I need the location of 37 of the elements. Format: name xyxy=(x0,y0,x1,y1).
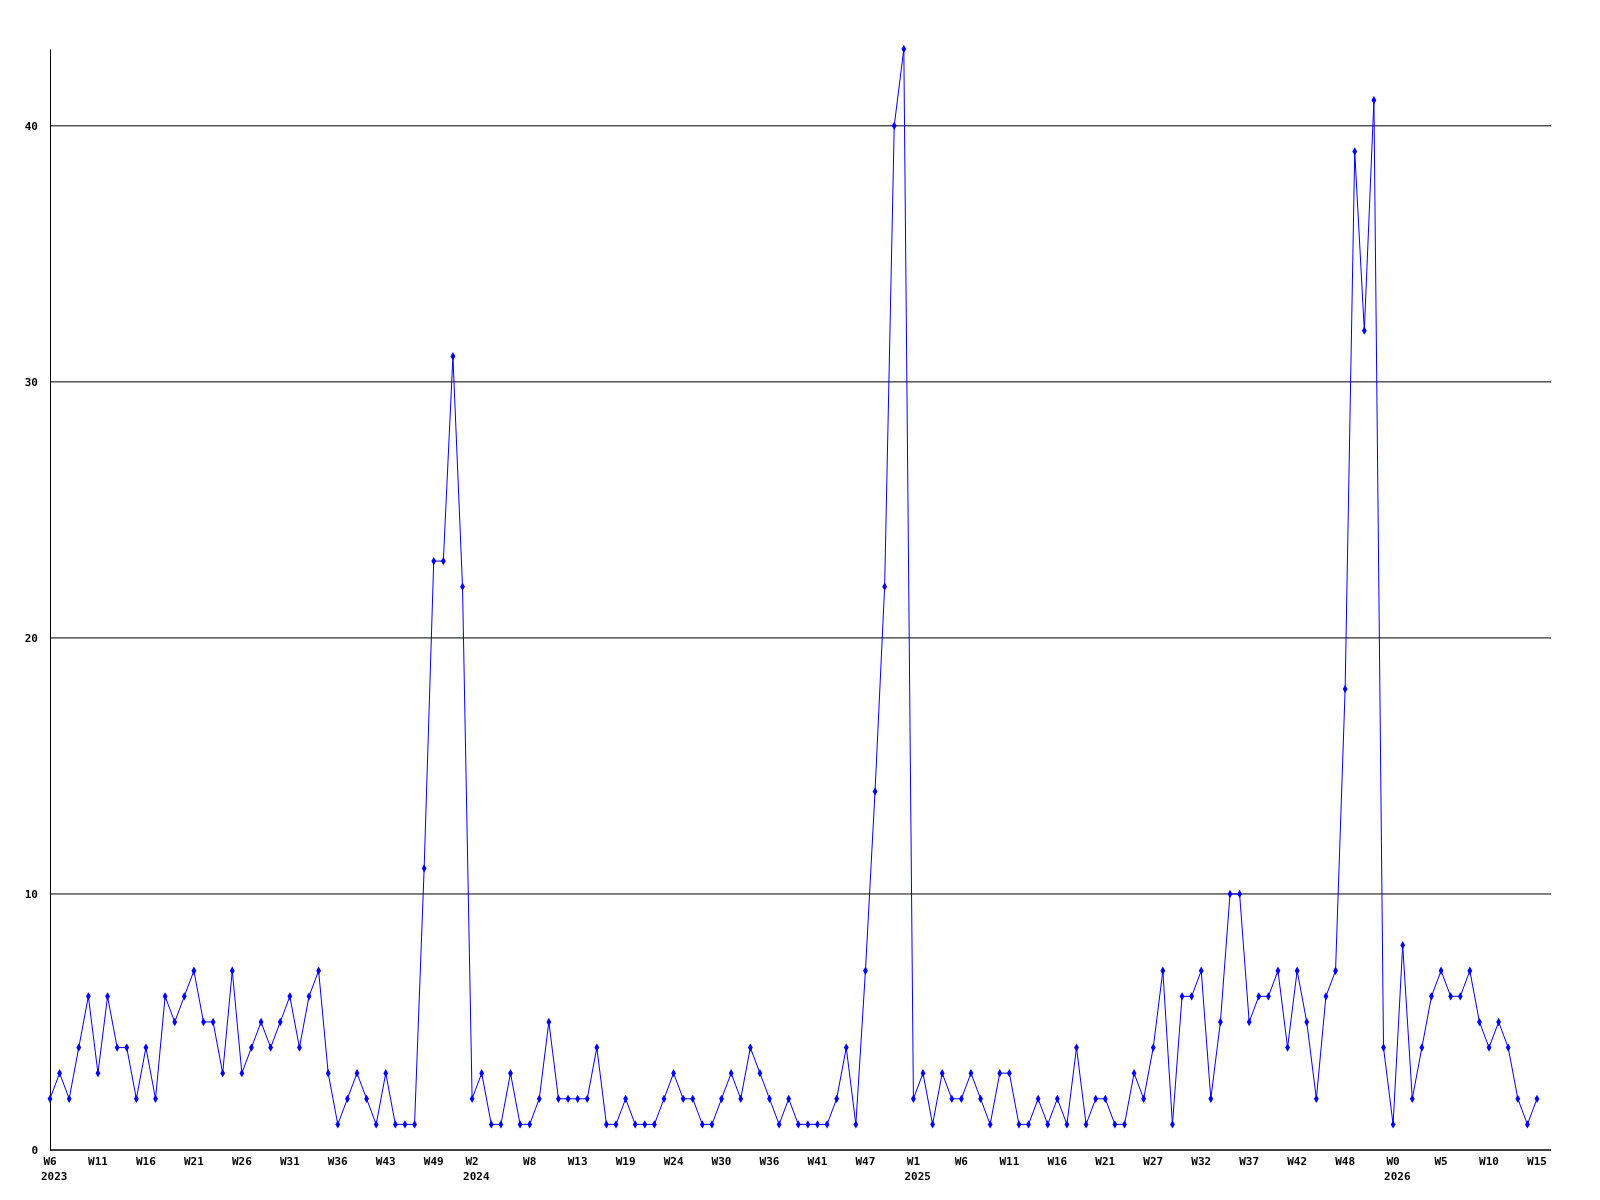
x-tick-label: W27 xyxy=(1143,1155,1164,1168)
x-tick-label: W43 xyxy=(375,1155,396,1168)
x-tick-label: W5 xyxy=(1434,1155,1448,1168)
x-tick-label: W24 xyxy=(663,1155,684,1168)
x-tick-label: W6 xyxy=(954,1155,969,1168)
x-tick-label: W31 xyxy=(279,1155,301,1168)
x-tick-label: W11 xyxy=(88,1155,109,1168)
x-tick-label: W0 2026 xyxy=(1384,1155,1411,1183)
x-tick-label: W16 xyxy=(136,1155,157,1168)
x-tick-label: W15 xyxy=(1527,1155,1547,1168)
y-tick-label: 0 xyxy=(31,1144,38,1158)
x-tick-label: W10 xyxy=(1479,1155,1499,1168)
x-tick-label: W41 xyxy=(807,1155,828,1168)
x-tick-label: W2 2024 xyxy=(463,1155,490,1183)
x-tick-label: W19 xyxy=(615,1155,636,1168)
x-tick-label: W42 xyxy=(1287,1155,1308,1168)
x-tick-label: W13 xyxy=(567,1155,588,1168)
x-tick-label: W21 xyxy=(183,1155,205,1168)
x-tick-label: W30 xyxy=(711,1155,732,1168)
x-tick-label: W36 xyxy=(327,1155,349,1168)
y-tick-label: 20 xyxy=(24,631,38,645)
x-tick-label: W11 xyxy=(999,1155,1020,1168)
y-tick-label: 30 xyxy=(24,375,38,389)
y-tick-label: 10 xyxy=(24,887,38,901)
x-tick-label: W32 xyxy=(1191,1155,1212,1168)
x-tick-label: W49 xyxy=(423,1155,444,1168)
x-tick-label: W1 2025 xyxy=(904,1155,931,1183)
x-tick-label: W16 xyxy=(1047,1155,1068,1168)
x-tick-label: W37 xyxy=(1239,1155,1260,1168)
x-tick-label: W21 xyxy=(1095,1155,1116,1168)
y-tick-label: 40 xyxy=(24,119,38,133)
x-tick-label: W26 xyxy=(231,1155,253,1168)
x-tick-label: W36 xyxy=(759,1155,780,1168)
x-tick-label: W47 xyxy=(855,1155,876,1168)
x-tick-label: W8 xyxy=(523,1155,537,1168)
x-tick-label: W6 2023 xyxy=(41,1155,68,1183)
x-tick-label: W48 xyxy=(1335,1155,1356,1168)
